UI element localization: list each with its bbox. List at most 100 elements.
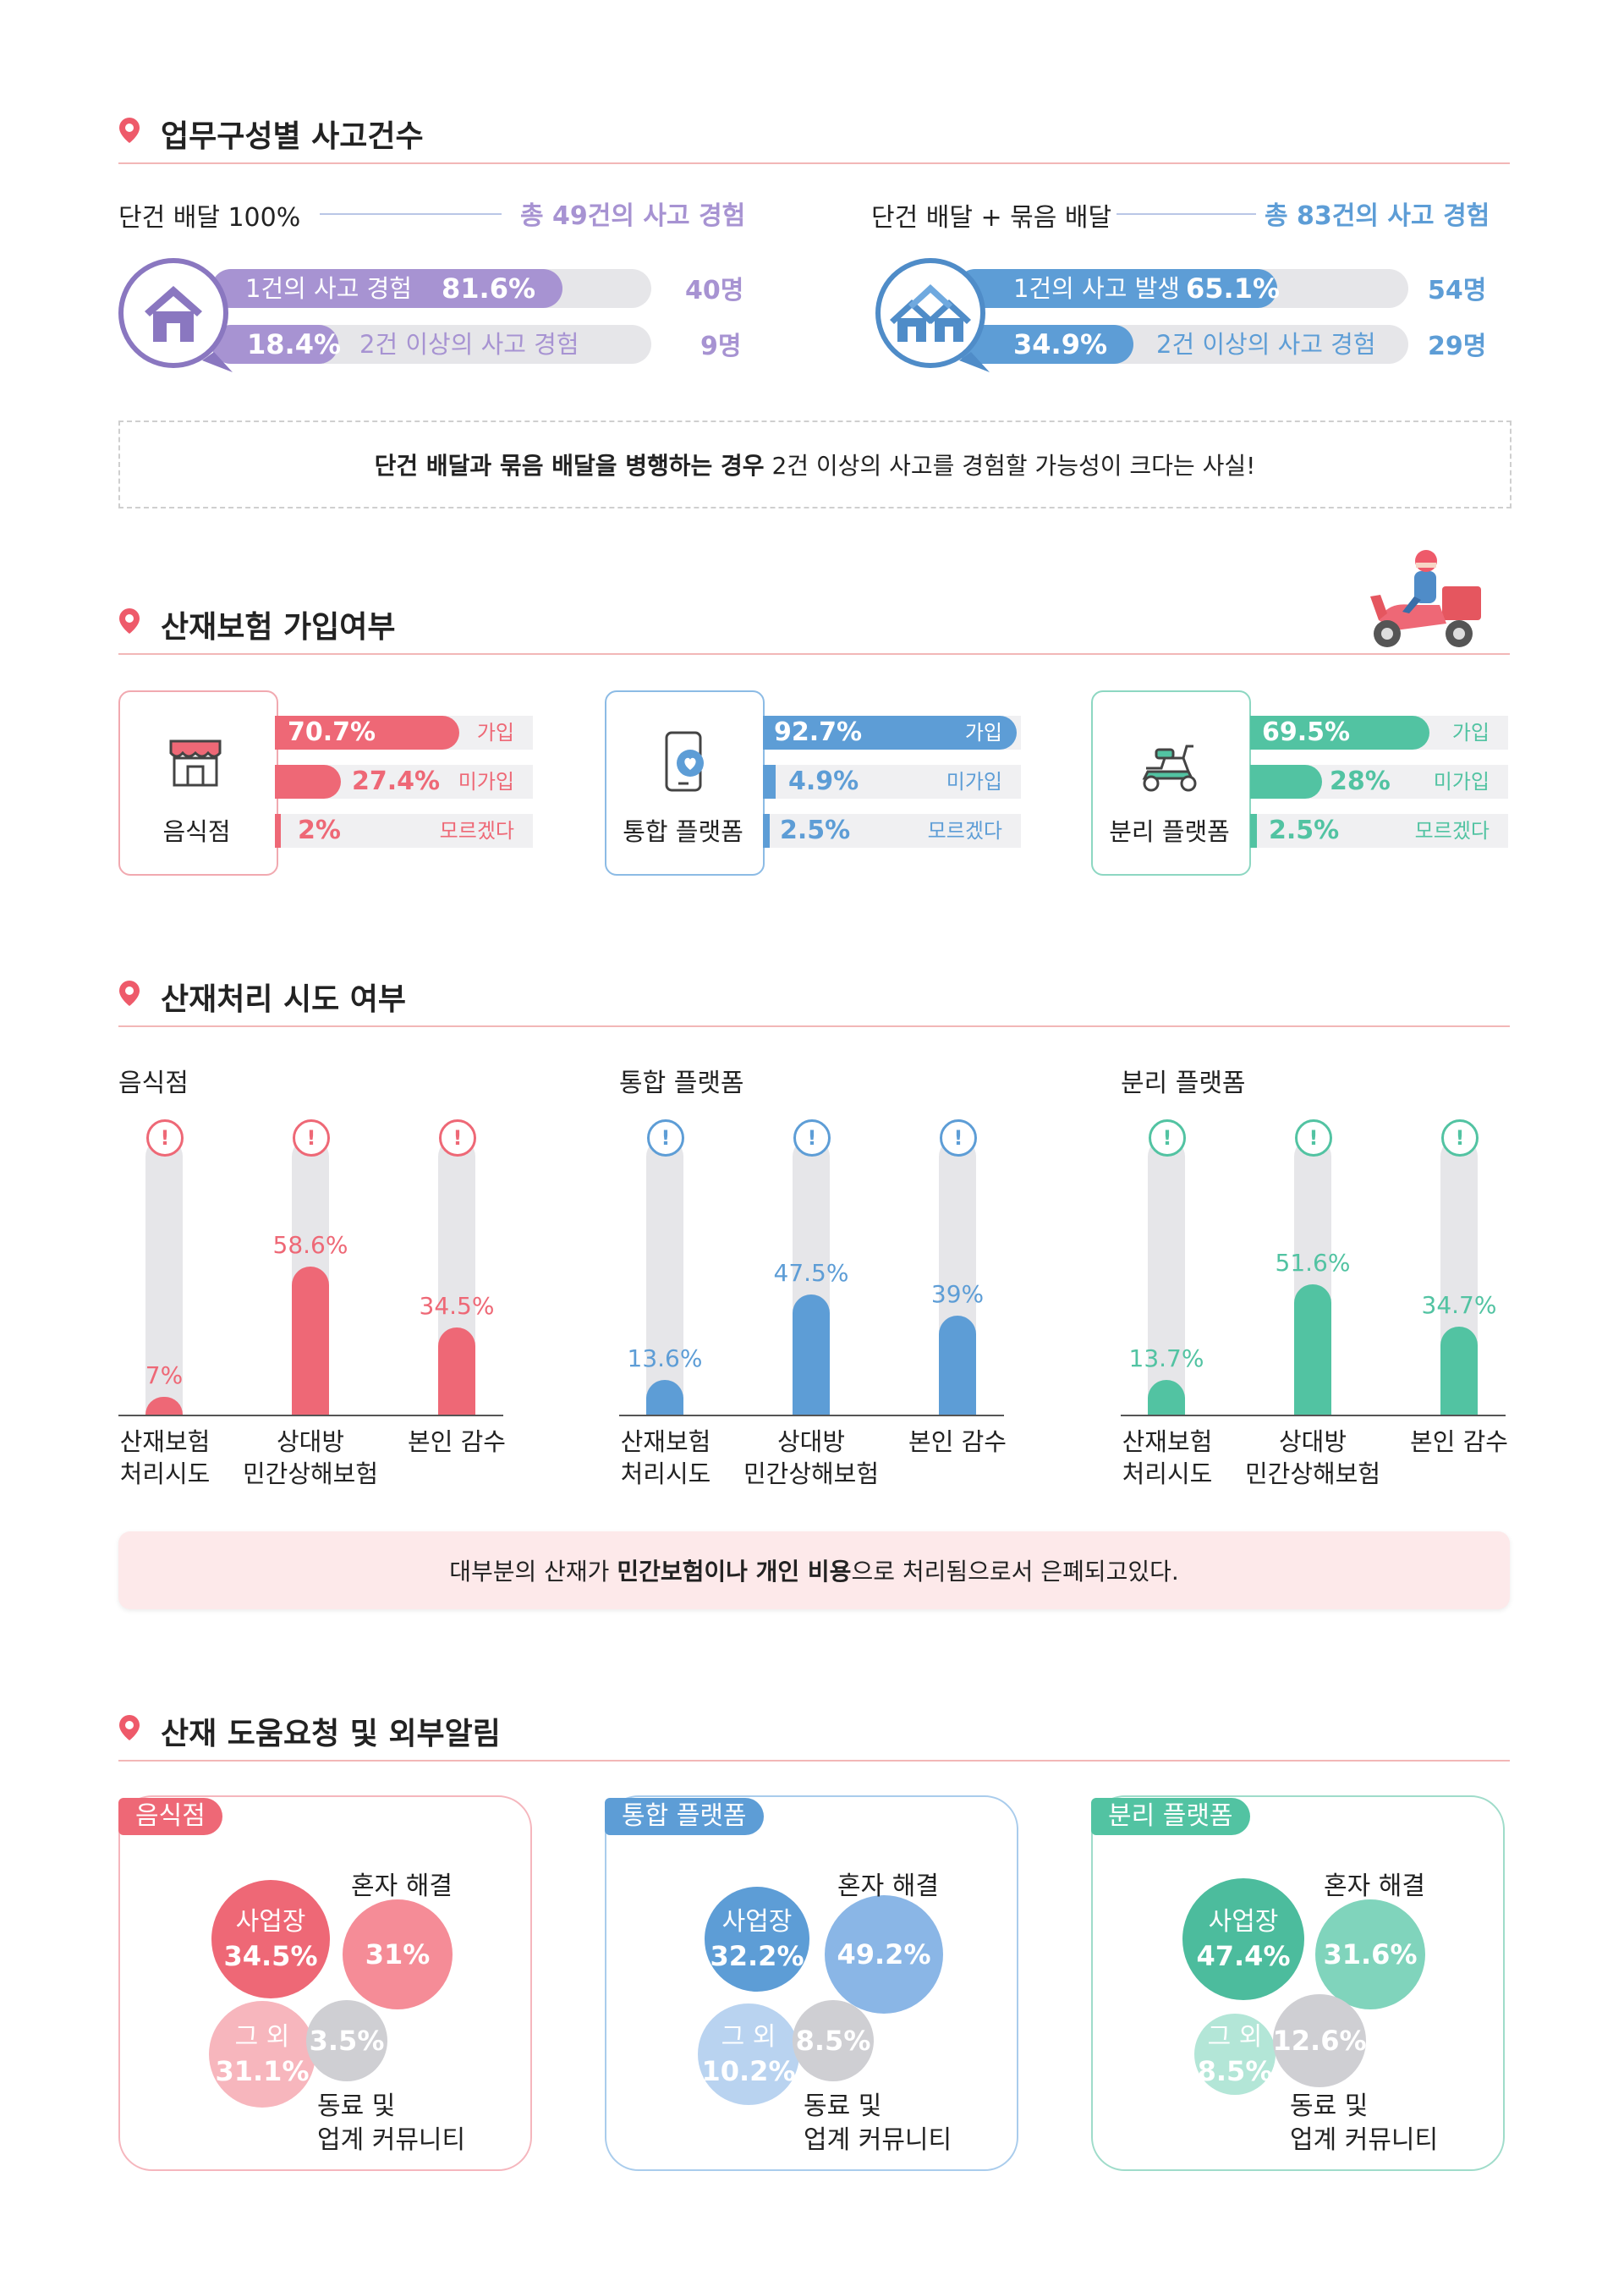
bubble-label: 그 외 <box>234 2022 290 2052</box>
bar-category-label: 산재보험 처리시도 <box>1122 1427 1213 1488</box>
bar-category-label: 본인 감수 <box>1410 1427 1508 1456</box>
help-panel-tag: 음식점 <box>118 1798 222 1835</box>
bubble-value: 8.5% <box>795 2025 871 2057</box>
bubble-value: 8.5% <box>1197 2055 1273 2087</box>
claims-bar <box>1148 1379 1185 1415</box>
claims-bar <box>793 1294 830 1415</box>
accident-right-bar-2 <box>956 325 1133 364</box>
bar-label: 모르겠다 <box>927 819 1002 843</box>
bubble-workplace: 사업장 34.5% <box>211 1880 330 1998</box>
claims-group-title: 통합 플랫폼 <box>619 1069 744 1098</box>
section-divider <box>118 162 1510 164</box>
bubble-caption: 동료 및 업계 커뮤니티 <box>1290 2091 1439 2155</box>
exclamation-icon: ! <box>293 1119 330 1157</box>
bar-value: 81.6% <box>442 272 536 305</box>
bar-category-label: 산재보험 처리시도 <box>119 1427 211 1488</box>
bar-track <box>145 1138 183 1415</box>
bubble-value: 31.1% <box>215 2055 310 2087</box>
insurance-card-label: 음식점 <box>162 817 231 846</box>
phone-icon <box>665 731 704 792</box>
section-title-accidents: 업무구성별 사고건수 <box>161 119 424 154</box>
bubble-label: 그 외 <box>1207 2022 1263 2052</box>
claims-group-title: 분리 플랫폼 <box>1121 1069 1246 1098</box>
claims-bar <box>646 1380 683 1415</box>
claims-bar <box>1294 1283 1331 1415</box>
insurance-card-separate <box>1091 690 1251 876</box>
delivery-rider-icon <box>1370 550 1481 647</box>
bar-value: 34.7% <box>1421 1291 1497 1320</box>
bar-value: 28% <box>1330 767 1391 796</box>
help-panel-tag: 분리 플랫폼 <box>1091 1798 1250 1835</box>
bar-label: 모르겠다 <box>439 819 514 843</box>
scooter-icon <box>1142 745 1197 792</box>
accident-left-title: 단건 배달 100% <box>118 203 301 233</box>
bar-value: 65.1% <box>1186 272 1281 305</box>
bubble-value: 47.4% <box>1196 1940 1291 1972</box>
bar-value: 2% <box>298 816 341 845</box>
claims-bar <box>438 1327 475 1415</box>
bar-track <box>1148 1138 1185 1415</box>
exclamation-icon: ! <box>647 1119 684 1157</box>
section-divider <box>118 1025 1510 1027</box>
bar-chart-baseline <box>619 1415 1004 1416</box>
insurance-bar-separate-join <box>1250 716 1429 750</box>
bubble-peer: 3.5% <box>306 2000 387 2081</box>
exclamation-icon: ! <box>146 1119 184 1157</box>
bar-label: 가입 <box>476 721 514 745</box>
section-title-insurance: 산재보험 가입여부 <box>161 610 396 645</box>
bubble-label: 그 외 <box>721 2022 776 2052</box>
dashed-connector <box>320 213 502 215</box>
bar-label: 가입 <box>1451 721 1490 745</box>
claims-note: 대부분의 산재가 민간보험이나 개인 비용으로 처리됨으로서 은폐되고있다. <box>118 1531 1510 1609</box>
exclamation-icon: ! <box>439 1119 476 1157</box>
insurance-bar-integrated-nojoin <box>763 765 776 799</box>
bar-label: 모르겠다 <box>1414 819 1490 843</box>
note-bold: 단건 배달과 묶음 배달을 병행하는 경우 <box>374 452 765 480</box>
bar-value: 70.7% <box>288 717 376 747</box>
bubble-peer: 12.6% <box>1273 1994 1367 2087</box>
section-title-help: 산재 도움요청 및 외부알림 <box>161 1717 501 1751</box>
bar-value: 4.9% <box>788 767 859 796</box>
bubble-value: 34.5% <box>223 1940 318 1972</box>
accident-left-bar-2 <box>211 325 338 364</box>
store-icon <box>169 739 222 787</box>
bar-label: 가입 <box>964 721 1002 745</box>
insurance-card-label: 통합 플랫폼 <box>623 817 743 846</box>
bubble-self: 31% <box>343 1899 453 2009</box>
section-divider <box>118 1760 1510 1762</box>
accident-right-count-2: 29명 <box>1428 332 1487 361</box>
help-panel <box>1091 1795 1505 2171</box>
bar-category-label: 본인 감수 <box>908 1427 1007 1456</box>
insurance-card-label: 분리 플랫폼 <box>1109 817 1230 846</box>
houses-icon <box>875 258 990 372</box>
insurance-bar-separate-unknown <box>1250 814 1257 848</box>
accident-right-title: 단건 배달 + 묶음 배달 <box>871 203 1112 233</box>
bubble-peer: 8.5% <box>793 2000 874 2081</box>
exclamation-icon: ! <box>940 1119 977 1157</box>
insurance-bar-restaurant-unknown <box>275 814 281 848</box>
exclamation-icon: ! <box>793 1119 831 1157</box>
bar-value: 13.7% <box>1128 1344 1204 1372</box>
bar-label: 2건 이상의 사고 경험 <box>1156 330 1376 359</box>
note-text: 대부분의 산재가 <box>449 1558 617 1586</box>
accident-right-count-1: 54명 <box>1428 276 1487 305</box>
bubble-value: 3.5% <box>309 2025 385 2057</box>
accident-left-count-2: 9명 <box>700 332 742 361</box>
exclamation-icon: ! <box>1441 1119 1479 1157</box>
bar-value: 69.5% <box>1262 717 1351 747</box>
bubble-label: 사업장 <box>235 1907 306 1937</box>
bar-value: 34.5% <box>419 1291 495 1320</box>
insurance-bar-separate-nojoin <box>1250 765 1322 799</box>
bar-label: 미가입 <box>946 770 1002 794</box>
bubble-value: 32.2% <box>710 1940 804 1972</box>
bubble-caption: 혼자 해결 <box>837 1872 939 1901</box>
exclamation-icon: ! <box>1295 1119 1332 1157</box>
bubble-workplace: 사업장 47.4% <box>1182 1878 1304 2000</box>
location-pin-icon <box>119 1715 140 1740</box>
accident-left-count-1: 40명 <box>685 276 744 305</box>
insurance-card-restaurant <box>118 690 278 876</box>
exclamation-icon: ! <box>1149 1119 1186 1157</box>
bubble-caption: 혼자 해결 <box>1324 1872 1425 1901</box>
bar-chart-baseline <box>1121 1415 1506 1416</box>
bar-label: 1건의 사고 발생 <box>1013 274 1180 303</box>
